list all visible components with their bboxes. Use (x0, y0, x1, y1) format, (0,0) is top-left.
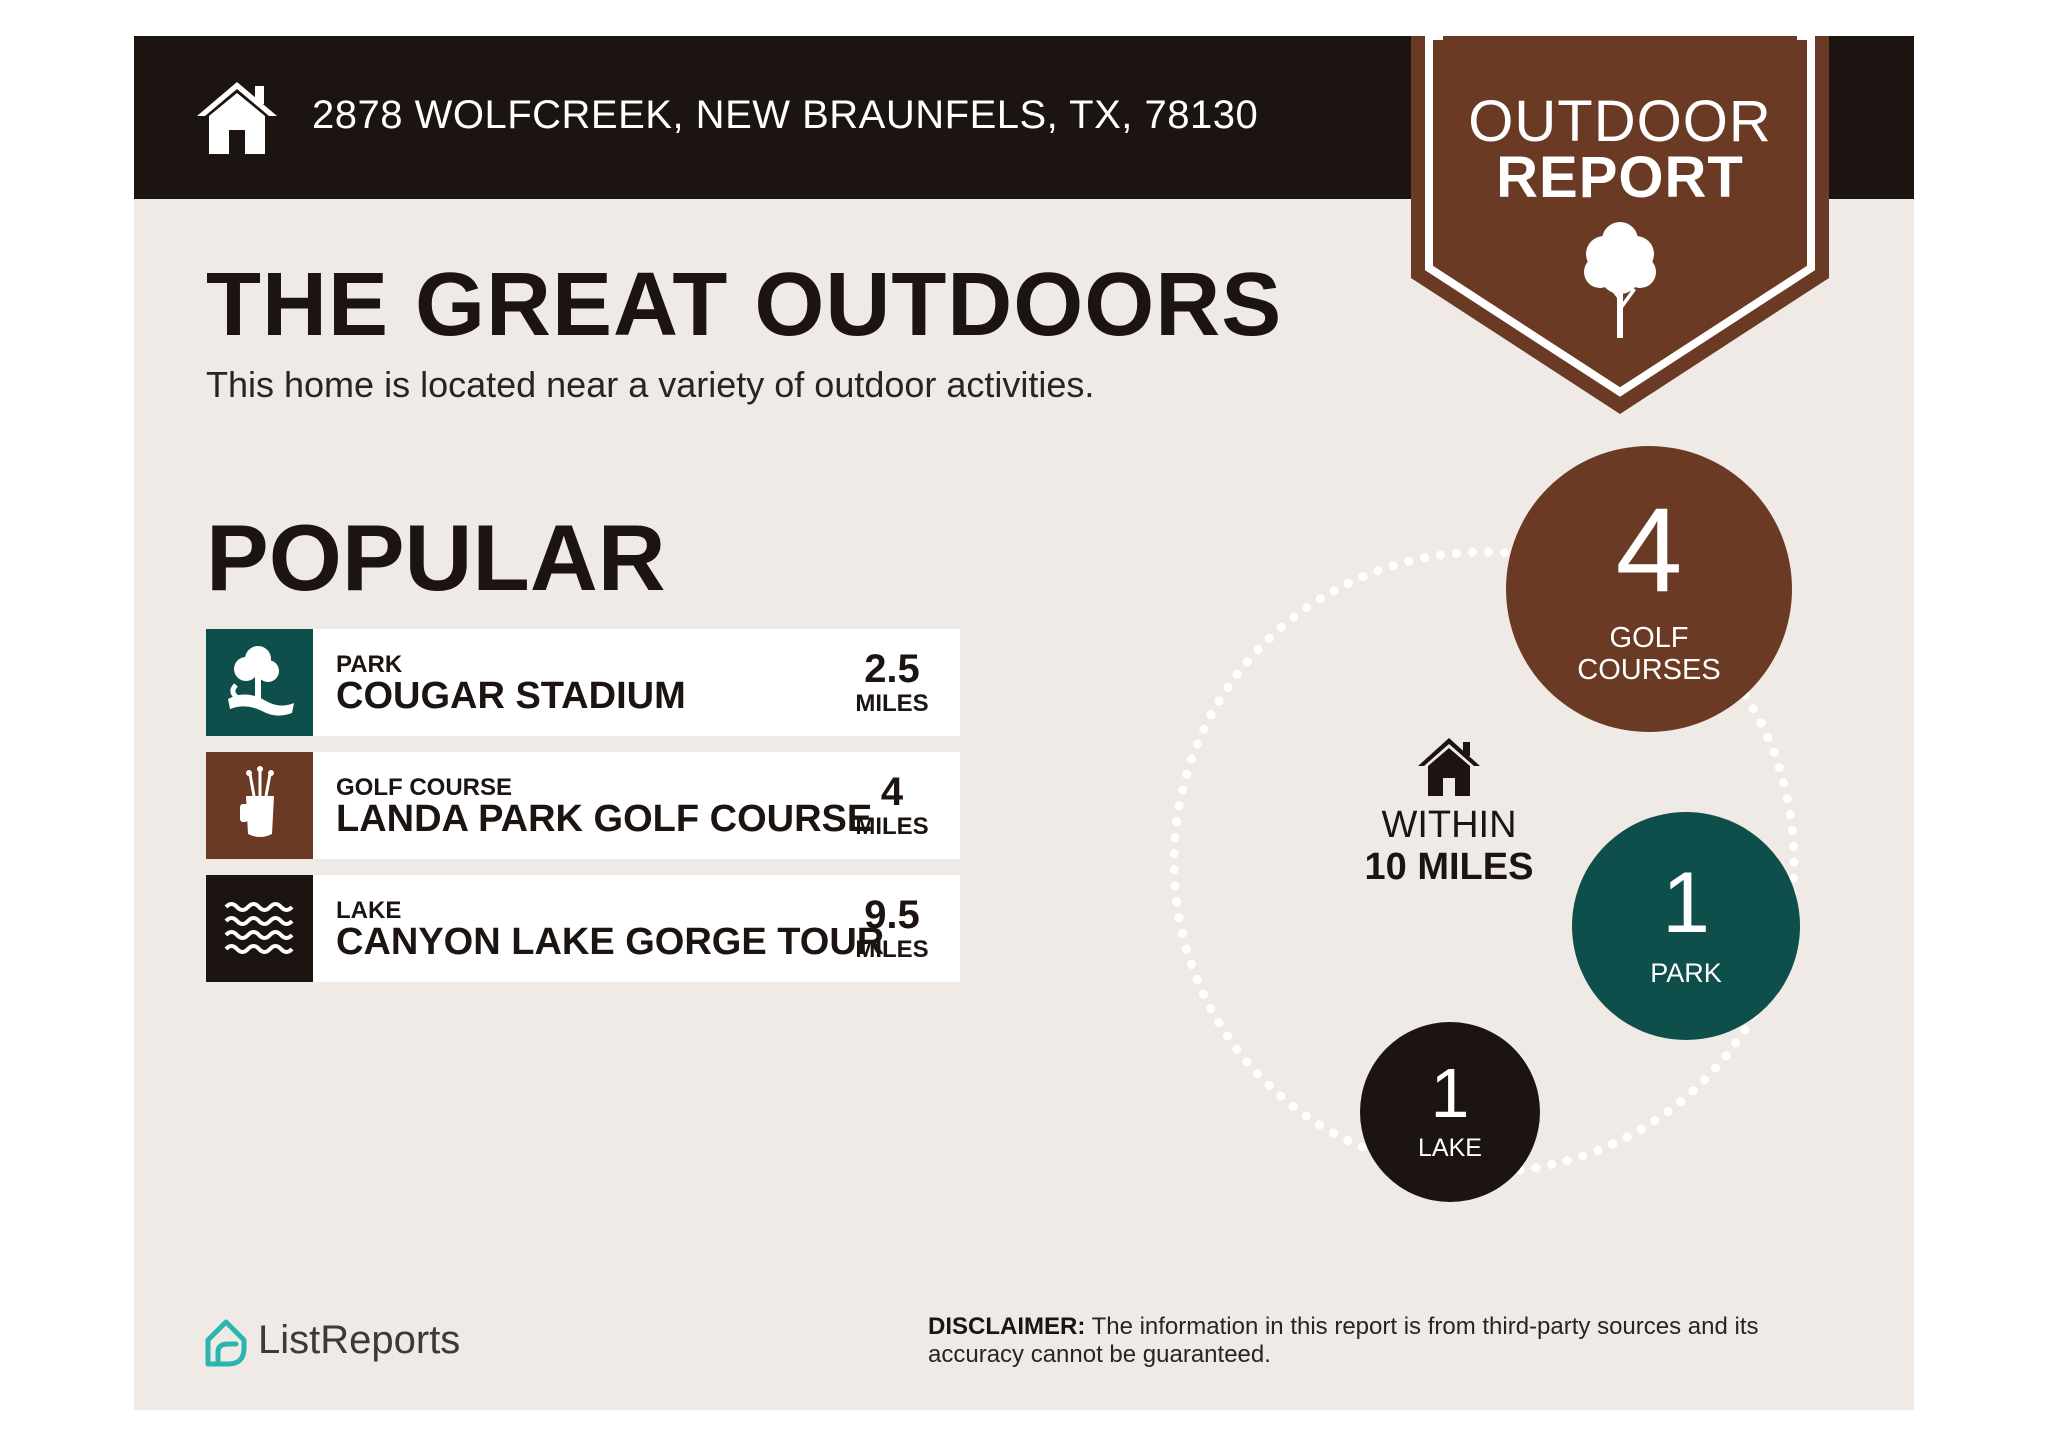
page-title: THE GREAT OUTDOORS (206, 255, 1283, 355)
item-name: COUGAR STADIUM (336, 675, 686, 717)
parks-count-bubble: 1 PARK (1572, 812, 1800, 1040)
badge-title: OUTDOOR REPORT (1411, 89, 1829, 210)
distance-unit: MILES (855, 813, 929, 840)
lake-label: LAKE (1418, 1134, 1482, 1162)
page-subtitle: This home is located near a variety of o… (206, 364, 1095, 405)
listreports-logo-icon (205, 1319, 247, 1367)
within-line1: WITHIN (1381, 804, 1517, 846)
within-radius-label: WITHIN 10 MILES (1319, 736, 1579, 888)
brand-name: ListReports (258, 1318, 461, 1362)
lake-count: 1 (1430, 1054, 1470, 1132)
item-distance: 4 MILES (842, 770, 942, 840)
golf-label-line1: GOLF (1609, 622, 1689, 654)
home-icon (197, 82, 277, 154)
distance-value: 4 (880, 770, 904, 814)
disclaimer-text: The information in this report is from t… (928, 1313, 1759, 1368)
home-icon (1418, 738, 1480, 796)
lakes-count-bubble: 1 LAKE (1360, 1022, 1540, 1202)
park-icon (206, 629, 313, 736)
golf-label-line2: COURSES (1577, 654, 1721, 686)
item-category: GOLF COURSE (336, 774, 513, 801)
badge-title-line1: OUTDOOR (1468, 89, 1772, 154)
waves-icon (206, 875, 313, 982)
item-name: CANYON LAKE GORGE TOUR (336, 921, 885, 963)
property-address: 2878 WOLFCREEK, NEW BRAUNFELS, TX, 78130 (312, 93, 1259, 137)
park-count: 1 (1662, 855, 1710, 951)
item-distance: 9.5 MILES (842, 893, 942, 963)
distance-unit: MILES (855, 690, 929, 717)
popular-item-park: PARK COUGAR STADIUM 2.5 MILES (206, 629, 960, 736)
tree-icon (1584, 222, 1656, 338)
distance-unit: MILES (855, 936, 929, 963)
within-line2: 10 MILES (1364, 846, 1534, 888)
distance-value: 2.5 (864, 647, 920, 691)
golf-count: 4 (1615, 483, 1683, 617)
distance-value: 9.5 (864, 893, 920, 937)
popular-item-lake: LAKE CANYON LAKE GORGE TOUR 9.5 MILES (206, 875, 960, 982)
item-category: PARK (336, 651, 403, 678)
item-name: LANDA PARK GOLF COURSE (336, 798, 873, 840)
park-label: PARK (1650, 958, 1722, 988)
golf-bag-icon (206, 752, 313, 859)
item-category: LAKE (336, 897, 402, 924)
badge-title-line2: REPORT (1496, 145, 1744, 210)
popular-item-golf-course: GOLF COURSE LANDA PARK GOLF COURSE 4 MIL… (206, 752, 960, 859)
golf-courses-count-bubble: 4 GOLF COURSES (1506, 446, 1792, 732)
disclaimer: DISCLAIMER: The information in this repo… (928, 1313, 1858, 1369)
popular-heading: POPULAR (206, 505, 666, 610)
report-card: 2878 WOLFCREEK, NEW BRAUNFELS, TX, 78130… (134, 36, 1914, 1410)
disclaimer-label: DISCLAIMER: (928, 1313, 1086, 1340)
item-distance: 2.5 MILES (842, 647, 942, 717)
